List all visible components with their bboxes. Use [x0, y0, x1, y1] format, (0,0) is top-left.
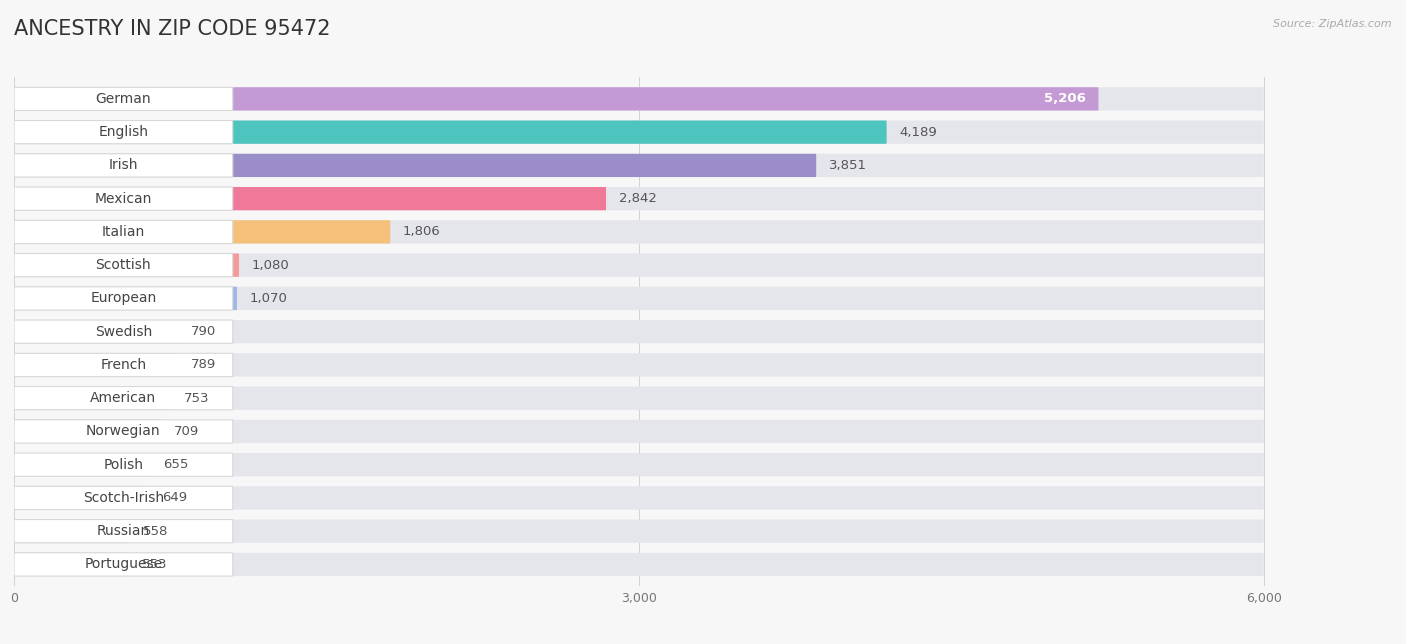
- Text: French: French: [100, 358, 146, 372]
- FancyBboxPatch shape: [14, 420, 233, 443]
- FancyBboxPatch shape: [14, 320, 179, 343]
- Text: Source: ZipAtlas.com: Source: ZipAtlas.com: [1274, 19, 1392, 30]
- Text: 1,080: 1,080: [252, 259, 290, 272]
- FancyBboxPatch shape: [14, 220, 391, 243]
- Text: Scottish: Scottish: [96, 258, 152, 272]
- FancyBboxPatch shape: [14, 87, 1098, 111]
- Text: 3,851: 3,851: [828, 159, 866, 172]
- Text: Italian: Italian: [101, 225, 145, 239]
- FancyBboxPatch shape: [14, 553, 1264, 576]
- FancyBboxPatch shape: [14, 354, 233, 377]
- FancyBboxPatch shape: [14, 453, 1264, 477]
- FancyBboxPatch shape: [14, 120, 1264, 144]
- Text: Norwegian: Norwegian: [86, 424, 160, 439]
- Text: Russian: Russian: [97, 524, 150, 538]
- FancyBboxPatch shape: [14, 187, 1264, 211]
- Text: 1,806: 1,806: [402, 225, 440, 238]
- FancyBboxPatch shape: [14, 520, 131, 543]
- Text: 789: 789: [191, 359, 217, 372]
- Text: 553: 553: [142, 558, 167, 571]
- Text: 709: 709: [174, 425, 200, 438]
- FancyBboxPatch shape: [14, 354, 179, 377]
- FancyBboxPatch shape: [14, 220, 1264, 243]
- Text: Scotch-Irish: Scotch-Irish: [83, 491, 165, 505]
- FancyBboxPatch shape: [14, 386, 1264, 410]
- Text: Swedish: Swedish: [94, 325, 152, 339]
- Text: American: American: [90, 391, 156, 405]
- FancyBboxPatch shape: [14, 420, 1264, 443]
- Text: 649: 649: [162, 491, 187, 504]
- FancyBboxPatch shape: [14, 386, 233, 410]
- Text: English: English: [98, 125, 149, 139]
- FancyBboxPatch shape: [14, 287, 238, 310]
- FancyBboxPatch shape: [14, 486, 1264, 509]
- FancyBboxPatch shape: [14, 254, 233, 277]
- FancyBboxPatch shape: [14, 453, 233, 477]
- Text: German: German: [96, 92, 152, 106]
- Text: European: European: [90, 291, 156, 305]
- Text: 4,189: 4,189: [898, 126, 936, 138]
- FancyBboxPatch shape: [14, 320, 1264, 343]
- FancyBboxPatch shape: [14, 486, 149, 509]
- FancyBboxPatch shape: [14, 187, 233, 211]
- Text: Polish: Polish: [104, 458, 143, 471]
- Text: 655: 655: [163, 458, 188, 471]
- Text: 2,842: 2,842: [619, 192, 657, 205]
- FancyBboxPatch shape: [14, 87, 233, 111]
- FancyBboxPatch shape: [14, 386, 172, 410]
- FancyBboxPatch shape: [14, 154, 233, 177]
- FancyBboxPatch shape: [14, 254, 239, 277]
- Text: 5,206: 5,206: [1045, 92, 1085, 106]
- FancyBboxPatch shape: [14, 287, 1264, 310]
- Text: Portuguese: Portuguese: [84, 558, 163, 571]
- FancyBboxPatch shape: [14, 486, 233, 509]
- Text: 753: 753: [183, 392, 209, 404]
- FancyBboxPatch shape: [14, 354, 1264, 377]
- FancyBboxPatch shape: [14, 120, 887, 144]
- FancyBboxPatch shape: [14, 187, 606, 211]
- FancyBboxPatch shape: [14, 154, 817, 177]
- FancyBboxPatch shape: [14, 254, 1264, 277]
- FancyBboxPatch shape: [14, 87, 1264, 111]
- Text: Mexican: Mexican: [94, 192, 152, 205]
- FancyBboxPatch shape: [14, 553, 233, 576]
- FancyBboxPatch shape: [14, 420, 162, 443]
- Text: ANCESTRY IN ZIP CODE 95472: ANCESTRY IN ZIP CODE 95472: [14, 19, 330, 39]
- FancyBboxPatch shape: [14, 120, 233, 144]
- FancyBboxPatch shape: [14, 553, 129, 576]
- FancyBboxPatch shape: [14, 287, 233, 310]
- FancyBboxPatch shape: [14, 520, 1264, 543]
- FancyBboxPatch shape: [14, 320, 233, 343]
- Text: 558: 558: [143, 525, 169, 538]
- FancyBboxPatch shape: [14, 520, 233, 543]
- Text: 1,070: 1,070: [249, 292, 287, 305]
- FancyBboxPatch shape: [14, 220, 233, 243]
- Text: Irish: Irish: [108, 158, 138, 173]
- FancyBboxPatch shape: [14, 154, 1264, 177]
- FancyBboxPatch shape: [14, 453, 150, 477]
- Text: 790: 790: [191, 325, 217, 338]
